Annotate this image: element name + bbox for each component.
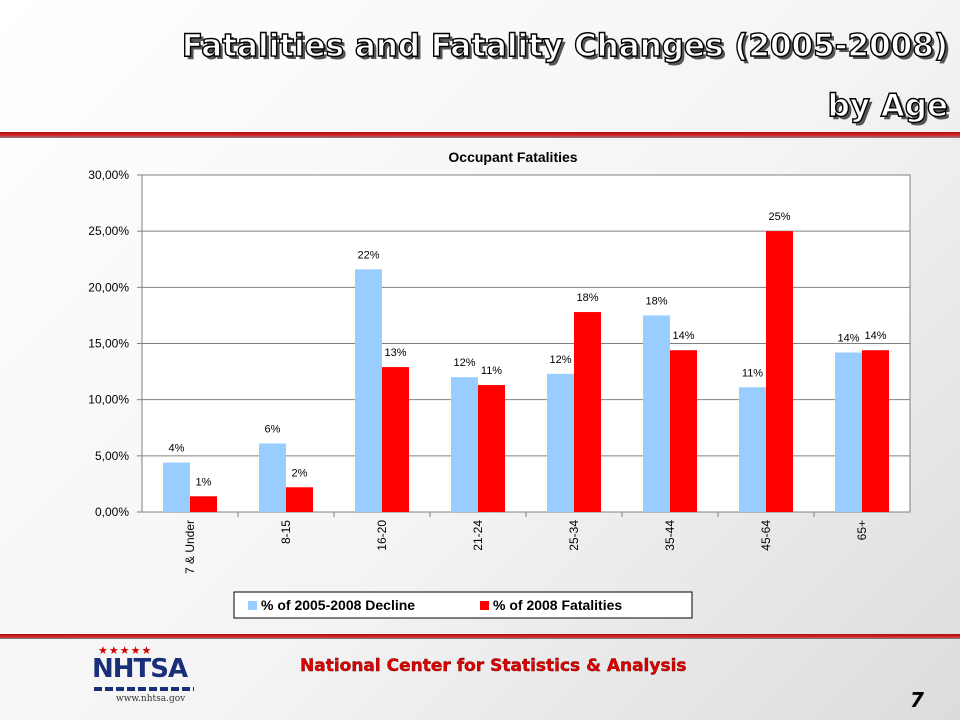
bar: [739, 387, 766, 512]
x-tick-label: 8-15: [279, 520, 293, 544]
bar: [355, 269, 382, 512]
data-label: 12%: [453, 357, 475, 369]
x-tick-label: 21-24: [471, 520, 485, 551]
logo-underline: [94, 687, 194, 691]
data-label: 14%: [837, 332, 859, 344]
chart-legend: [233, 591, 693, 619]
data-label: 13%: [384, 347, 406, 359]
bar: [574, 312, 601, 512]
data-label: 22%: [357, 249, 379, 261]
data-label: 11%: [742, 367, 763, 379]
bar: [259, 443, 286, 512]
legend-swatch: [480, 601, 489, 610]
bar: [451, 377, 478, 512]
y-tick-label: 5,00%: [95, 449, 129, 463]
legend-label: % of 2005-2008 Decline: [261, 597, 415, 613]
bar: [478, 385, 505, 512]
data-label: 14%: [864, 330, 886, 342]
legend-label: % of 2008 Fatalities: [493, 597, 622, 613]
data-label: 18%: [576, 292, 598, 304]
data-label: 12%: [549, 354, 571, 366]
logo-url: www.nhtsa.gov: [116, 694, 186, 704]
legend-swatch: [248, 601, 257, 610]
bar: [670, 350, 697, 512]
y-tick-label: 10,00%: [88, 393, 129, 407]
slide-title: Fatalities and Fatality Changes (2005-20…: [181, 27, 948, 64]
bar: [286, 487, 313, 512]
y-tick-label: 15,00%: [88, 337, 129, 351]
footer-text: National Center for Statistics & Analysi…: [300, 656, 687, 676]
x-tick-label: 65+: [855, 520, 869, 540]
bar: [835, 352, 862, 512]
data-label: 1%: [196, 476, 212, 488]
slide-subtitle: by Age: [827, 87, 949, 124]
data-label: 18%: [645, 295, 667, 307]
data-label: 2%: [292, 467, 308, 479]
footer-divider: [0, 634, 960, 639]
data-label: 4%: [169, 443, 185, 455]
bar: [382, 367, 409, 512]
chart-title: Occupant Fatalities: [448, 149, 577, 165]
nhtsa-logo: ★★★★★ NHTSA www.nhtsa.gov: [92, 645, 204, 709]
data-label: 6%: [265, 423, 281, 435]
y-tick-label: 25,00%: [88, 224, 129, 238]
bar: [547, 373, 574, 512]
x-tick-label: 7 & Under: [183, 520, 197, 574]
page-number: 7: [910, 688, 924, 712]
y-tick-label: 30,00%: [88, 168, 129, 182]
bar: [643, 315, 670, 512]
header-divider: [0, 132, 960, 138]
data-label: 11%: [481, 365, 502, 377]
bar: [862, 350, 889, 512]
logo-wordmark: NHTSA: [92, 654, 188, 684]
data-label: 25%: [768, 211, 790, 223]
data-label: 14%: [672, 330, 694, 342]
bar: [766, 231, 793, 512]
x-tick-label: 45-64: [759, 520, 773, 551]
bar: [190, 496, 217, 512]
x-tick-label: 16-20: [375, 520, 389, 551]
logo-stars-icon: ★★★★★: [98, 645, 153, 657]
bar: [163, 462, 190, 512]
x-tick-label: 25-34: [567, 520, 581, 551]
occupant-fatalities-chart: 0,00% 5,00% 10,00% 15,00% 20,00% 25,00% 30,00%…: [88, 149, 911, 619]
y-tick-label: 0,00%: [95, 505, 129, 519]
y-tick-label: 20,00%: [88, 280, 129, 294]
x-tick-label: 35-44: [663, 520, 677, 551]
